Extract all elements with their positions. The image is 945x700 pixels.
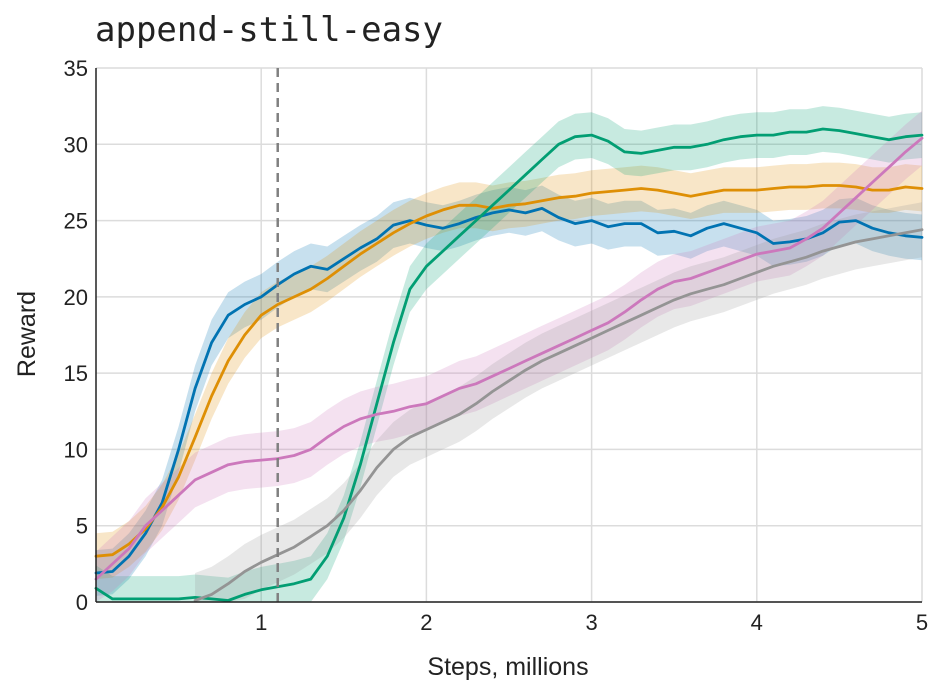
series-5-band <box>195 202 923 603</box>
y-tick-label: 5 <box>76 514 88 539</box>
y-tick-label: 25 <box>64 209 88 234</box>
series-2-line <box>94 184 924 558</box>
y-tick-label: 30 <box>64 132 88 157</box>
tick-labels: 0 5 10 15 20 25 30 35 1 2 3 4 5 <box>64 56 929 635</box>
series-lines <box>94 127 924 602</box>
confidence-bands <box>96 106 923 603</box>
series-2-band <box>96 162 922 580</box>
y-tick-label: 15 <box>64 361 88 386</box>
x-tick-label: 5 <box>916 610 928 635</box>
series-4-band <box>96 110 922 602</box>
series-4-line <box>94 136 924 581</box>
series-5-line <box>193 228 924 602</box>
axes <box>95 68 922 603</box>
x-tick-label: 3 <box>585 610 597 635</box>
x-tick-label: 1 <box>255 610 267 635</box>
series-1-line <box>94 206 924 575</box>
y-tick-label: 35 <box>64 56 88 81</box>
x-tick-label: 4 <box>751 610 763 635</box>
y-tick-label: 0 <box>76 590 88 615</box>
grid-lines <box>96 67 923 603</box>
series-3-line <box>94 127 924 602</box>
x-axis-label: Steps, millions <box>427 653 588 681</box>
chart-title: append-still-easy <box>95 10 443 50</box>
y-axis-label: Reward <box>13 291 41 377</box>
y-tick-label: 10 <box>64 437 88 462</box>
x-tick-label: 2 <box>420 610 432 635</box>
y-tick-label: 20 <box>64 285 88 310</box>
series-1-band <box>96 185 922 596</box>
